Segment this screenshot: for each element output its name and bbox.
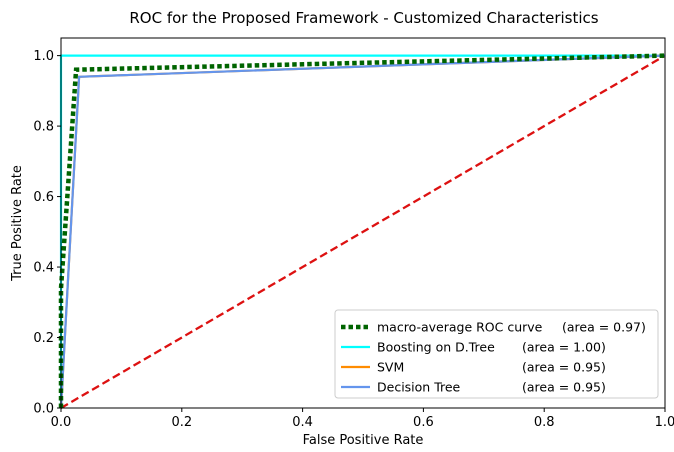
legend-label: SVM bbox=[377, 360, 404, 375]
legend-area-label: (area = 0.95) bbox=[522, 360, 606, 375]
x-tick-label: 0.6 bbox=[413, 415, 434, 430]
legend-area-label: (area = 0.97) bbox=[562, 320, 646, 335]
x-tick-label: 0.4 bbox=[292, 415, 313, 430]
series-line-chance-diagonal bbox=[60, 54, 666, 409]
x-tick-label: 0.0 bbox=[51, 415, 72, 430]
y-tick-label: 1.0 bbox=[33, 49, 54, 64]
legend-area-label: (area = 1.00) bbox=[522, 340, 606, 355]
series-line-decision-tree bbox=[59, 54, 666, 409]
plot-frame bbox=[60, 37, 666, 409]
legend-label: macro-average ROC curve bbox=[377, 320, 543, 335]
chart-title: ROC for the Proposed Framework - Customi… bbox=[129, 9, 598, 27]
y-tick-label: 0.0 bbox=[33, 402, 54, 417]
y-tick-label: 0.4 bbox=[33, 261, 54, 276]
series-line-macro-average-roc-curve bbox=[58, 53, 666, 408]
x-tick-label: 0.2 bbox=[171, 415, 192, 430]
y-axis-title: True Positive Rate bbox=[10, 165, 25, 282]
x-tick-label: 1.0 bbox=[655, 415, 674, 430]
legend: macro-average ROC curve (area = 0.97) Boos… bbox=[334, 309, 659, 399]
legend-area-label: (area = 0.95) bbox=[522, 380, 606, 395]
legend-box bbox=[334, 309, 659, 399]
legend-label: Decision Tree bbox=[377, 380, 461, 395]
y-tick-label: 0.6 bbox=[33, 190, 54, 205]
x-axis-title: False Positive Rate bbox=[303, 433, 424, 448]
legend-label: Boosting on D.Tree bbox=[377, 340, 495, 355]
y-tick-label: 0.8 bbox=[33, 120, 54, 135]
x-tick-label: 0.8 bbox=[534, 415, 555, 430]
axis-ticks: 0.0 0.2 0.4 0.6 0.8 1.0 0.0 0.2 0.4 0.6 0.8 1.0 bbox=[33, 49, 674, 430]
y-tick-label: 0.2 bbox=[33, 331, 54, 346]
